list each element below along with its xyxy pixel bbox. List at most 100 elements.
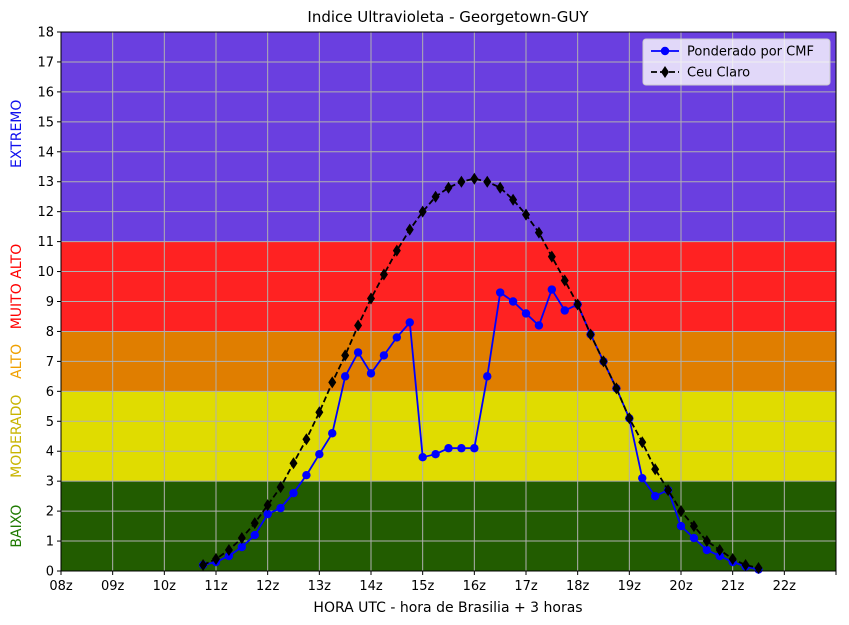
series-clear-sky-point (625, 412, 634, 425)
x-tick-label: 11z (204, 579, 228, 594)
series-clear-sky-point (509, 193, 518, 206)
series-cmf-point (405, 318, 414, 327)
y-tick-label: 5 (46, 415, 54, 430)
series-clear-sky-point (328, 376, 337, 389)
x-tick-label: 19z (618, 579, 642, 594)
series-cmf-point (689, 533, 699, 543)
series-clear-sky-point (289, 457, 298, 470)
series-clear-sky-point (638, 436, 647, 449)
x-tick-label: 20z (669, 579, 693, 594)
series-clear-sky-point (715, 544, 724, 557)
legend-cmf-label: Ponderado por CMF (687, 45, 814, 60)
axis-ticks: 08z 09z 10z 11z 12z 13z 14z 15z 16z 17z 18z 19z 20z 2… (37, 26, 837, 594)
series-cmf-point (483, 372, 492, 381)
band-label-muito-alto: MUITO ALTO (9, 244, 25, 330)
series-clear-sky-point (392, 244, 401, 257)
uv-band-moderado (61, 391, 836, 482)
x-tick-label: 17z (514, 579, 538, 594)
series-cmf-point (237, 542, 247, 552)
series-cmf-point (379, 351, 389, 360)
band-labels: BAIXO MODERADO ALTO MUITO ALTO EXTREMO (9, 100, 25, 548)
series-cmf-point (340, 372, 350, 381)
series-cmf-point (418, 453, 427, 462)
y-tick-label: 14 (37, 145, 54, 160)
chart-title: Indice Ultravioleta - Georgetown-GUY (307, 8, 589, 26)
legend-cmf-swatch-marker (660, 46, 670, 56)
series-cmf-point (431, 450, 440, 459)
series-clear-sky-point (534, 226, 543, 239)
series-clear-sky-point (677, 505, 685, 518)
y-tick-label: 18 (37, 26, 54, 41)
y-tick-label: 11 (37, 235, 54, 250)
series-clear-sky-point (418, 205, 427, 218)
grid-lines (60, 31, 837, 572)
legend-clear-sky-label: Ceu Claro (687, 66, 750, 81)
uv-risk-bands (61, 32, 836, 571)
series-clear-sky-point (702, 535, 711, 548)
series-clear-sky-point (263, 499, 272, 512)
series-clear-sky-point (560, 274, 569, 287)
x-tick-label: 14z (359, 579, 383, 594)
series-cmf-point (276, 503, 285, 513)
y-tick-label: 2 (46, 505, 54, 520)
x-tick-label: 15z (411, 579, 435, 594)
series-cmf-point (250, 530, 259, 540)
legend-box (642, 38, 831, 86)
band-label-extremo: EXTREMO (9, 100, 25, 168)
y-tick-label: 10 (37, 265, 54, 280)
series-clear-sky-point (741, 559, 750, 572)
series-clear-sky-point (212, 553, 220, 566)
y-tick-label: 13 (37, 175, 54, 190)
series-cmf-point (521, 309, 531, 318)
y-tick-label: 3 (46, 475, 54, 490)
series-clear-sky-point (728, 553, 737, 566)
series-clear-sky-point (496, 181, 505, 194)
y-tick-label: 9 (46, 295, 54, 310)
y-tick-label: 4 (46, 445, 54, 460)
x-tick-label: 12z (256, 579, 280, 594)
series-clear-sky-point (379, 268, 388, 281)
series-cmf-point (470, 444, 479, 453)
legend-clear-sky-swatch-marker (661, 66, 669, 78)
series-cmf-point (547, 285, 557, 294)
series-cmf-point (638, 473, 647, 483)
series-cmf-point (560, 306, 569, 315)
y-tick-label: 17 (37, 55, 54, 70)
uv-band-baixo (61, 481, 836, 571)
y-tick-label: 1 (46, 535, 54, 550)
series-clear-sky-point (599, 355, 608, 368)
series-clear-sky-point (664, 484, 673, 497)
series-clear-sky-point (199, 559, 208, 572)
series-clear-sky-point (612, 382, 621, 395)
series-clear-sky-point (354, 319, 363, 332)
x-tick-label: 18z (566, 579, 590, 594)
series-cmf-point (328, 429, 337, 438)
x-tick-label: 09z (101, 579, 125, 594)
band-label-baixo: BAIXO (9, 505, 25, 548)
series-cmf-point (702, 545, 712, 555)
series-clear-sky-point (250, 517, 259, 530)
series-clear-sky-point (547, 250, 556, 263)
series-cmf-point (676, 521, 686, 531)
legend: Ponderado por CMF Ceu Claro (642, 38, 831, 86)
series-clear-sky-point (483, 175, 492, 188)
series-cmf-point (534, 321, 544, 330)
x-tick-label: 22z (773, 579, 797, 594)
y-tick-label: 7 (46, 355, 54, 370)
series-clear-sky-point (444, 181, 453, 194)
y-tick-label: 0 (46, 565, 54, 580)
x-tick-label: 13z (308, 579, 332, 594)
series-clear-sky-point (341, 349, 350, 362)
series-cmf-point (650, 491, 660, 501)
y-tick-label: 16 (37, 85, 54, 100)
series-clear-sky-point (457, 175, 466, 188)
series-clear-sky-point (367, 292, 375, 305)
x-tick-label: 16z (463, 579, 487, 594)
series-clear-sky-point (431, 190, 440, 203)
x-tick-label: 21z (721, 579, 745, 594)
series-clear-sky-point (302, 433, 311, 446)
series-clear-sky-point (586, 328, 595, 341)
y-tick-label: 8 (46, 325, 54, 340)
series-cmf-point (353, 348, 363, 357)
